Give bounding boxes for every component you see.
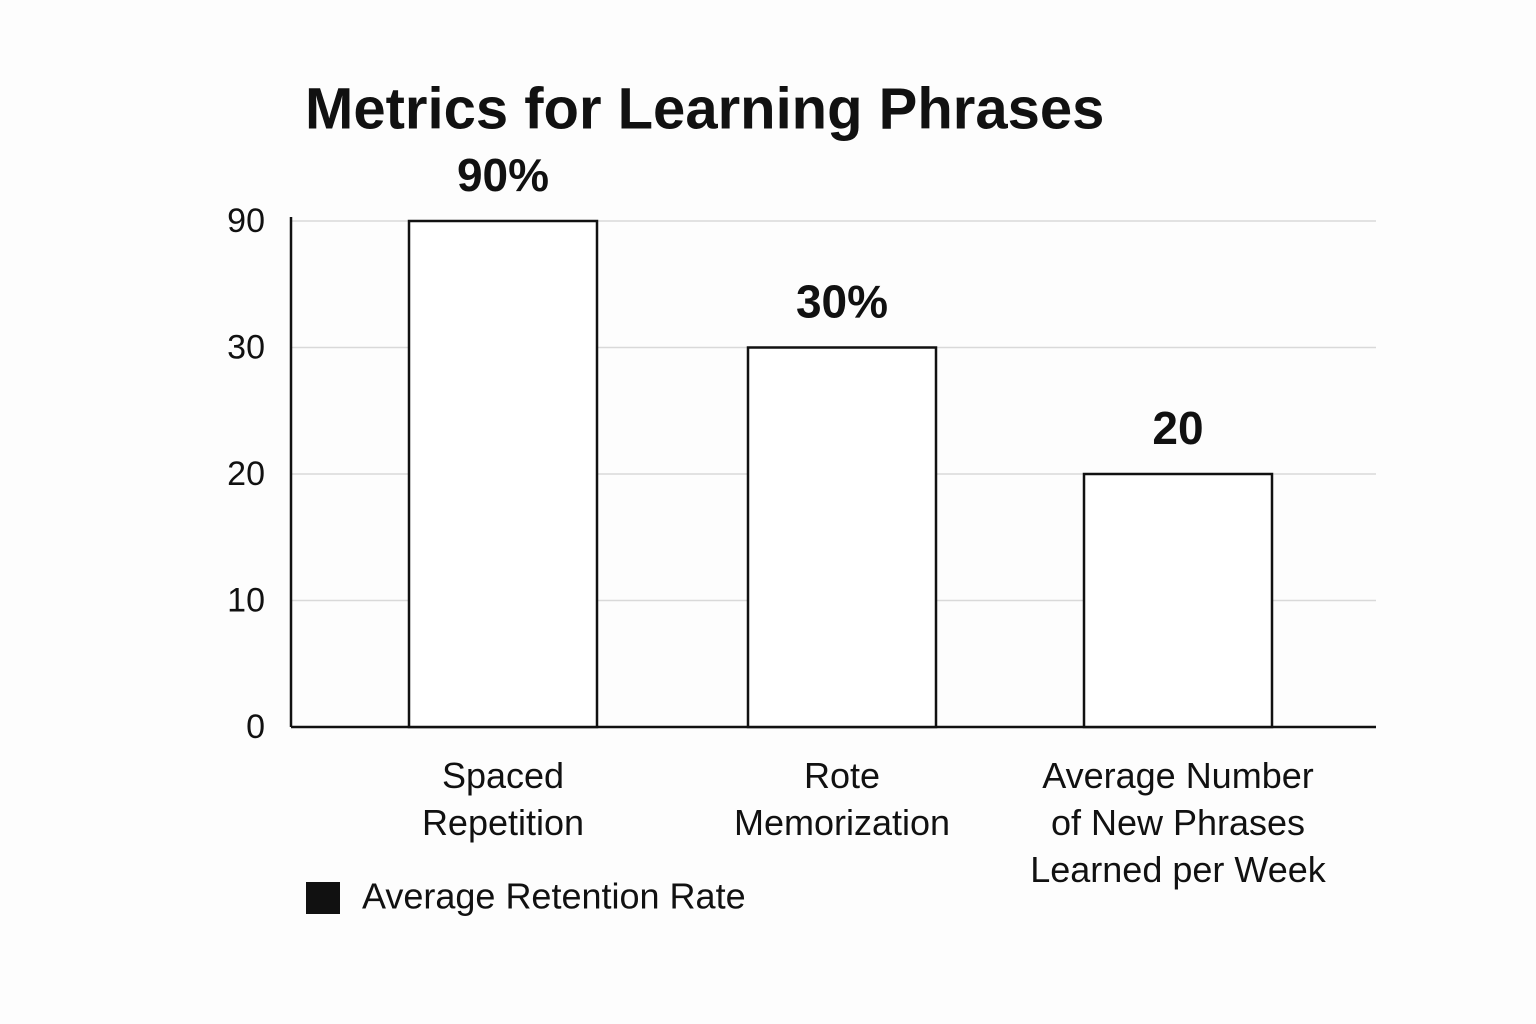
x-tick-label: Average Number of New Phrases Learned pe… — [1030, 755, 1326, 890]
value-label: 90% — [457, 149, 549, 201]
y-tick-label: 10 — [227, 581, 265, 619]
x-tick-label: Rote Memorization — [733, 755, 951, 843]
x-tick-label: Spaced Repetition — [421, 755, 585, 843]
y-tick-label: 30 — [227, 328, 265, 366]
bar — [746, 346, 938, 729]
bar — [407, 219, 599, 729]
chart-title: Metrics for Learning Phrases — [305, 76, 1104, 141]
y-tick-label: 0 — [246, 708, 265, 746]
legend-swatch — [306, 882, 340, 914]
value-label: 20 — [1152, 402, 1203, 454]
value-label: 30% — [796, 276, 888, 328]
bar — [1082, 472, 1274, 729]
y-tick-label: 20 — [227, 455, 265, 493]
legend-label: Average Retention Rate — [362, 876, 746, 917]
y-tick-label: 90 — [227, 202, 265, 240]
